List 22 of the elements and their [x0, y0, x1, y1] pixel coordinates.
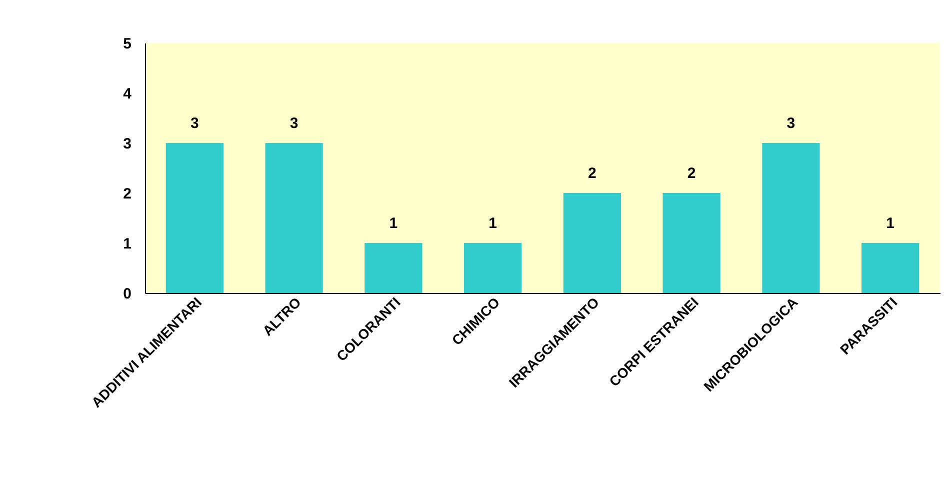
bar — [464, 243, 522, 293]
bar — [265, 143, 323, 293]
y-tick-label: 2 — [123, 186, 132, 202]
y-tick-label: 3 — [123, 136, 132, 152]
data-label: 3 — [190, 115, 199, 132]
y-tick-label: 5 — [123, 36, 132, 52]
bar — [762, 143, 820, 293]
bar — [662, 193, 720, 293]
y-tick-label: 0 — [123, 286, 132, 302]
data-label: 3 — [290, 115, 298, 132]
data-label: 3 — [786, 115, 796, 132]
data-label: 1 — [389, 215, 398, 232]
bar — [166, 143, 224, 293]
bar — [364, 243, 422, 293]
data-label: 2 — [687, 165, 696, 182]
bar — [861, 243, 920, 293]
bar — [563, 193, 622, 293]
data-label: 2 — [588, 165, 596, 182]
y-tick-label: 4 — [123, 86, 132, 102]
y-tick-label: 1 — [123, 236, 132, 252]
data-label: 1 — [886, 215, 894, 232]
data-label: 1 — [488, 215, 497, 232]
